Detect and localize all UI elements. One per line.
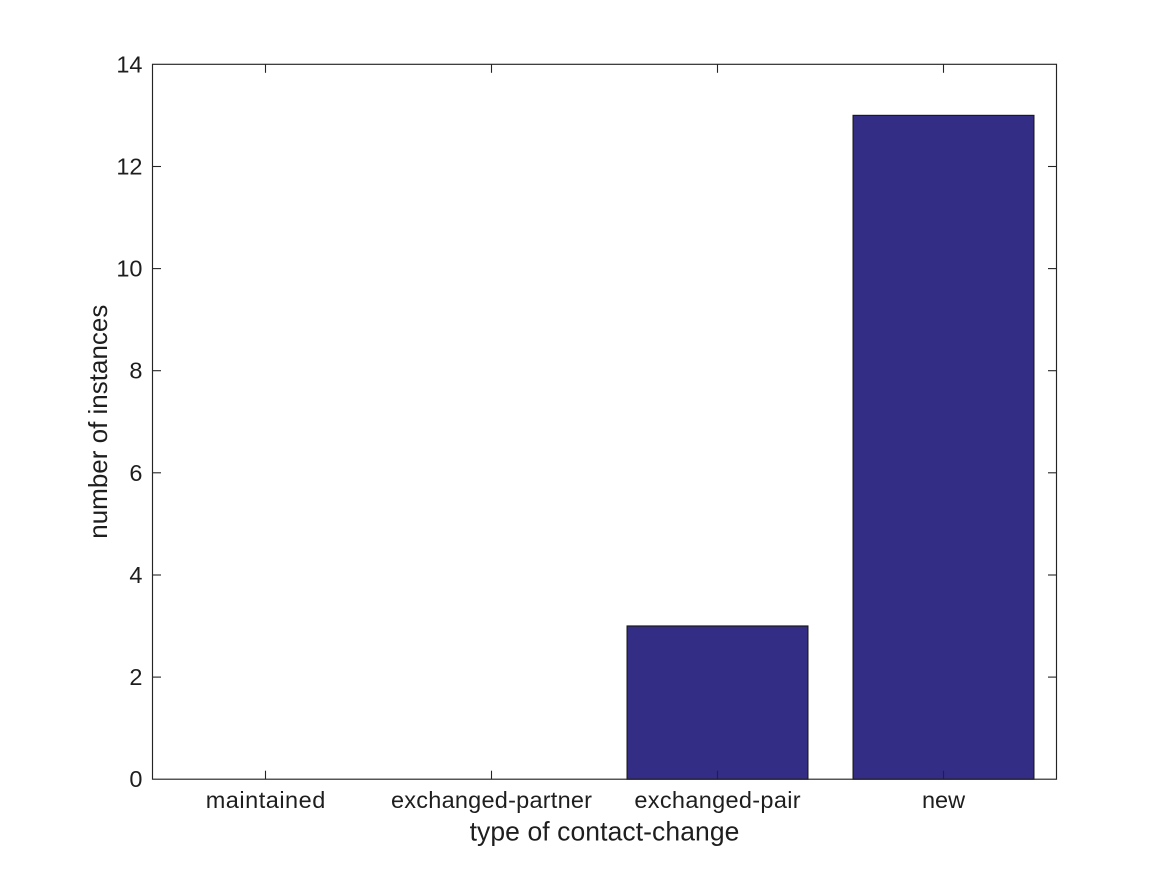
svg-text:exchanged-partner: exchanged-partner <box>391 787 592 813</box>
svg-text:12: 12 <box>116 153 142 179</box>
svg-text:0: 0 <box>129 766 142 792</box>
svg-text:maintained: maintained <box>206 787 326 813</box>
svg-text:exchanged-pair: exchanged-pair <box>634 787 800 813</box>
svg-text:8: 8 <box>129 358 142 384</box>
svg-text:2: 2 <box>129 664 142 690</box>
svg-text:type of contact-change: type of contact-change <box>470 817 740 847</box>
svg-text:4: 4 <box>129 562 142 588</box>
svg-text:new: new <box>922 787 966 813</box>
svg-text:10: 10 <box>116 256 142 282</box>
svg-text:14: 14 <box>116 51 142 77</box>
svg-text:number of instances: number of instances <box>83 305 113 539</box>
svg-text:6: 6 <box>129 460 142 486</box>
